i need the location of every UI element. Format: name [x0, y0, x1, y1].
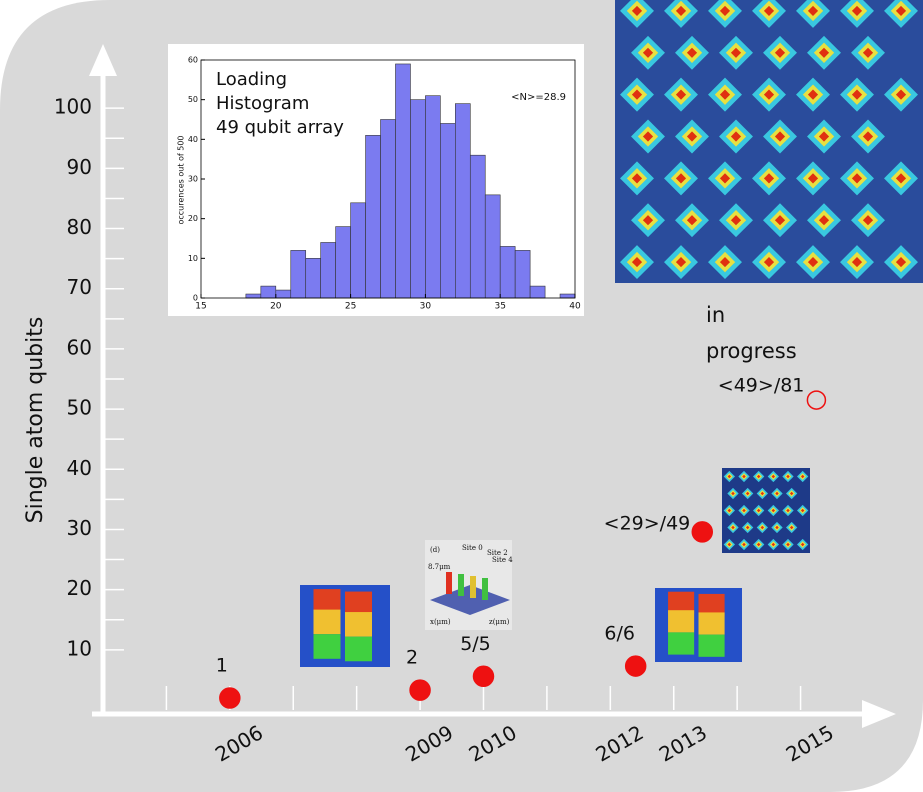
- hist-title: Loading: [216, 69, 287, 90]
- hist-bar: [351, 203, 366, 298]
- hist-bar: [485, 195, 500, 298]
- y-tick-label: 30: [67, 516, 92, 540]
- hist-title: Histogram: [216, 93, 309, 114]
- slide: Single atom qubits 102030405060708090100…: [0, 0, 923, 792]
- image-label: Site 4: [492, 556, 513, 564]
- hist-bar: [366, 135, 381, 298]
- hist-bar: [246, 294, 261, 298]
- hist-x-tick-label: 20: [270, 302, 282, 312]
- y-tick-label: 40: [67, 456, 92, 480]
- data-point: [473, 666, 493, 686]
- note: in: [706, 303, 725, 327]
- image-pixel: [470, 576, 476, 598]
- y-tick-label: 10: [67, 636, 92, 660]
- image-pixel: [482, 578, 488, 600]
- image-pixel: [446, 572, 452, 594]
- image-pixel: [668, 632, 694, 654]
- image-label: x(μm): [430, 618, 451, 626]
- hist-bar: [440, 123, 455, 298]
- image-label: (d): [430, 546, 440, 554]
- point-label: 6/6: [604, 623, 635, 645]
- hist-bar: [470, 155, 485, 298]
- hist-bar: [336, 227, 351, 298]
- image-pixel: [699, 612, 725, 634]
- page: {"chart_data": [ {"type": "scatter", "y_…: [0, 0, 923, 792]
- hist-bar: [560, 294, 575, 298]
- hist-y-tick-label: 10: [188, 254, 198, 263]
- hist-y-tick-label: 30: [188, 175, 198, 184]
- image-label: 8.7μm: [428, 563, 451, 571]
- data-point: [410, 680, 430, 700]
- hist-x-tick-label: 35: [494, 302, 505, 312]
- hist-y-label: occurences out of 500: [177, 135, 186, 224]
- y-tick-label: 90: [67, 155, 92, 179]
- hist-y-tick-label: 60: [188, 56, 198, 65]
- image-label: z(μm): [489, 618, 510, 626]
- image-pixel: [345, 612, 372, 637]
- note: progress: [706, 339, 797, 363]
- image-label: Site 0: [462, 544, 483, 552]
- y-tick-label: 80: [67, 215, 92, 239]
- hist-annotation: <N>=28.9: [511, 92, 566, 103]
- image-pixel: [668, 610, 694, 632]
- y-tick-label: 50: [67, 396, 92, 420]
- hist-bar: [381, 120, 396, 299]
- image-pixel: [458, 574, 464, 596]
- hist-y-tick-label: 20: [188, 214, 198, 223]
- image-pixel: [699, 635, 725, 657]
- hist-bar: [410, 100, 425, 298]
- hist-title: 49 qubit array: [216, 117, 344, 138]
- hist-bar: [395, 64, 410, 298]
- hist-y-tick-label: 50: [188, 95, 198, 104]
- hist-bar: [306, 258, 321, 298]
- point-label: 2: [406, 647, 418, 669]
- data-point: [626, 656, 646, 676]
- hist-y-tick-label: 0: [193, 294, 198, 303]
- point-label: 1: [216, 654, 228, 676]
- hist-x-tick-label: 25: [345, 302, 356, 312]
- hist-bar: [515, 250, 530, 298]
- hist-bar: [530, 286, 545, 298]
- y-axis-label: Single atom qubits: [23, 317, 48, 524]
- image-pixel: [314, 634, 341, 659]
- hist-x-tick-label: 15: [195, 302, 206, 312]
- image-pixel: [345, 637, 372, 662]
- hist-x-tick-label: 30: [420, 302, 432, 312]
- point-label: <29>/49: [604, 512, 691, 534]
- hist-bar: [276, 290, 291, 298]
- hist-bar: [425, 96, 440, 298]
- hist-bar: [291, 250, 306, 298]
- y-tick-label: 70: [67, 275, 92, 299]
- hist-bar: [500, 246, 515, 298]
- image-pixel: [314, 610, 341, 635]
- point-label: 5/5: [460, 633, 491, 655]
- hist-bar: [261, 286, 276, 298]
- hist-bar: [455, 104, 470, 298]
- y-tick-label: 100: [54, 95, 92, 119]
- hist-y-tick-label: 40: [188, 135, 198, 144]
- hist-bar: [321, 242, 336, 298]
- hist-x-tick-label: 40: [569, 302, 581, 312]
- point-label: <49>/81: [718, 375, 805, 397]
- y-tick-label: 20: [67, 576, 92, 600]
- data-point: [692, 522, 712, 542]
- y-tick-label: 60: [67, 335, 92, 359]
- image: [722, 468, 810, 553]
- data-point: [220, 688, 240, 708]
